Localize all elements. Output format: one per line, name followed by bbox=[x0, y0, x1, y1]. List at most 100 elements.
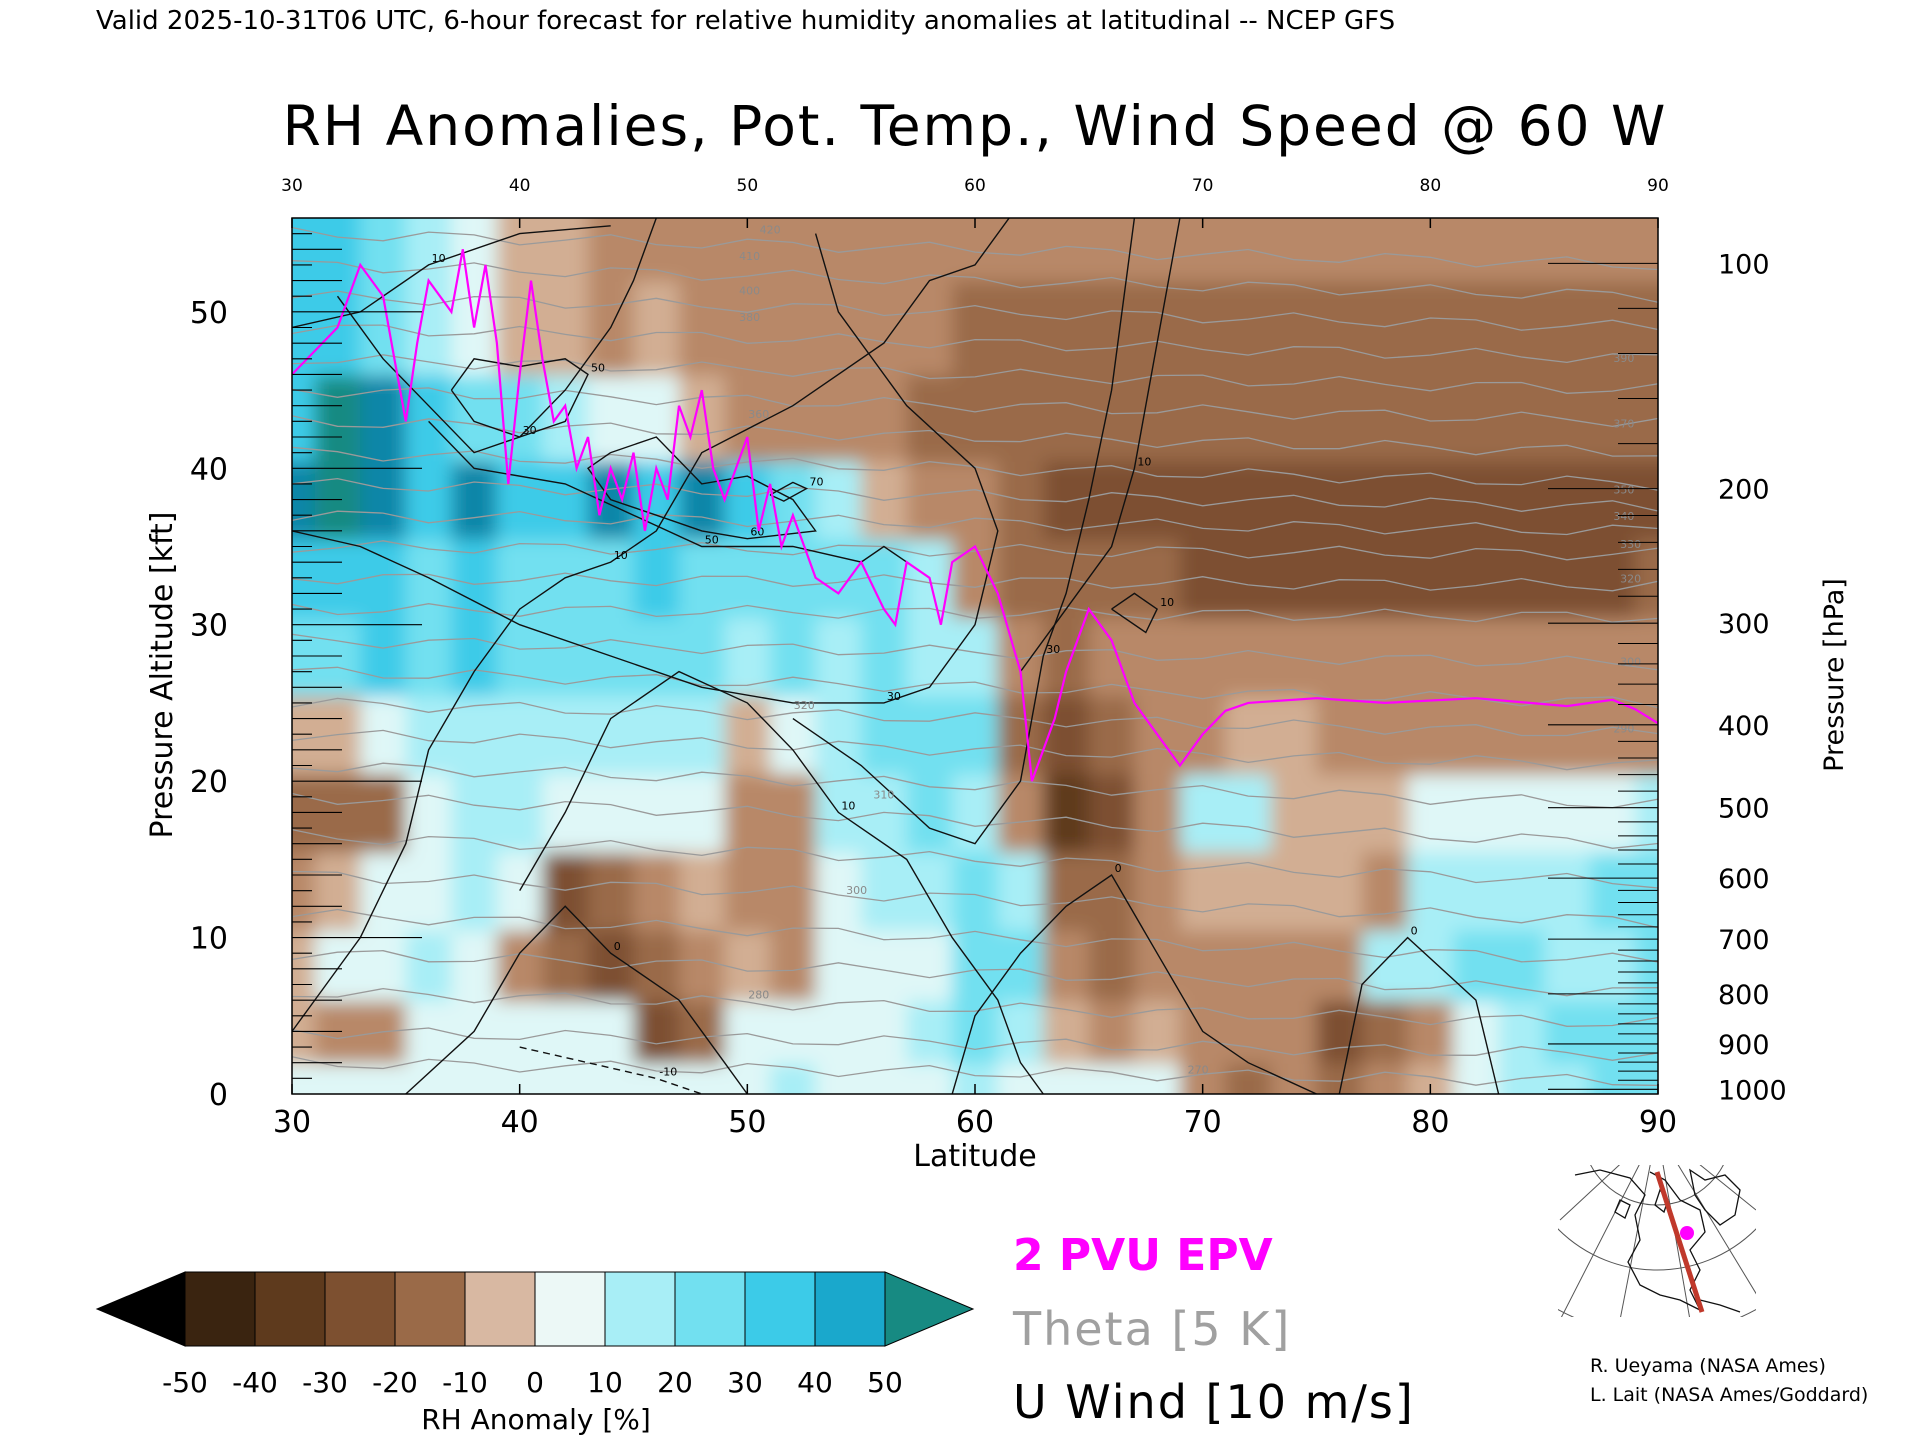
pressure-tick-label: 1000 bbox=[1718, 1075, 1787, 1106]
rh-cell bbox=[1407, 851, 1455, 931]
rh-cell bbox=[1179, 616, 1227, 697]
rh-cell bbox=[1270, 616, 1318, 697]
rh-cell bbox=[587, 374, 635, 462]
rh-cell bbox=[587, 280, 635, 376]
theta-contour-line bbox=[292, 324, 1658, 364]
rh-cell bbox=[1134, 929, 1181, 1002]
colorbar-tick-label: 50 bbox=[867, 1366, 903, 1399]
rh-cell bbox=[997, 280, 1045, 376]
rh-cell bbox=[1407, 280, 1455, 376]
rh-cell bbox=[1453, 929, 1500, 1002]
rh-cell bbox=[1362, 1000, 1409, 1064]
rh-cell bbox=[451, 851, 498, 931]
rh-cell bbox=[1134, 374, 1181, 462]
map-track-line bbox=[1654, 1171, 1705, 1313]
rh-cell bbox=[952, 851, 999, 931]
theta-contour-line bbox=[292, 666, 1658, 709]
rh-cell bbox=[815, 460, 863, 540]
rh-cell bbox=[1635, 374, 1658, 462]
rh-cell bbox=[1088, 1000, 1136, 1064]
rh-cell bbox=[815, 851, 863, 931]
rh-cell bbox=[861, 929, 908, 1002]
rh-cell bbox=[1134, 538, 1181, 618]
colorbar-tick-label: 30 bbox=[727, 1366, 763, 1399]
u-wind-label: 0 bbox=[1411, 925, 1418, 938]
theta-label: 350 bbox=[1613, 483, 1634, 496]
rh-cell bbox=[1635, 1000, 1658, 1064]
theta-contour-line bbox=[292, 987, 1658, 1027]
rh-cell bbox=[542, 929, 589, 1002]
pressure-tick-label: 900 bbox=[1718, 1030, 1770, 1061]
rh-cell bbox=[633, 1000, 681, 1064]
u-wind-label: -10 bbox=[659, 1065, 677, 1078]
rh-cell bbox=[906, 695, 954, 775]
theta-contour-line bbox=[292, 226, 1658, 271]
rh-cell bbox=[1225, 929, 1272, 1002]
theta-contour-line bbox=[292, 870, 1658, 929]
colorbar-under-arrow bbox=[95, 1271, 186, 1347]
theta-label: 390 bbox=[1613, 352, 1634, 365]
rh-cell bbox=[1088, 280, 1136, 376]
rh-cell bbox=[405, 218, 453, 282]
rh-cell bbox=[679, 218, 726, 282]
rh-cell bbox=[952, 773, 999, 853]
rh-cell bbox=[1407, 538, 1455, 618]
theta-contour-line bbox=[292, 908, 1658, 963]
rh-cell bbox=[770, 218, 817, 282]
colorbar-segment bbox=[464, 1271, 536, 1347]
rh-cell bbox=[952, 460, 999, 540]
colorbar-label: RH Anomaly [%] bbox=[421, 1403, 651, 1436]
rh-cell bbox=[1362, 218, 1409, 282]
rh-cell bbox=[1635, 280, 1658, 376]
colorbar-segment bbox=[394, 1271, 466, 1347]
rh-cell bbox=[1225, 374, 1272, 462]
u-wind-label: 10 bbox=[432, 252, 446, 265]
u-wind-label: 0 bbox=[614, 940, 621, 953]
pressure-tick-label: 800 bbox=[1718, 980, 1770, 1011]
rh-cell bbox=[496, 460, 544, 540]
theta-label: 300 bbox=[846, 884, 867, 897]
rh-cell bbox=[314, 851, 362, 931]
rh-cell bbox=[1134, 280, 1181, 376]
rh-cell bbox=[815, 280, 863, 376]
colorbar-over-arrow bbox=[884, 1271, 975, 1347]
theta-contour-line bbox=[292, 603, 1658, 623]
rh-cell bbox=[1270, 280, 1318, 376]
colorbar: -50 -40 -30 -20 -10 0 10 20 30 40 50 bbox=[95, 1271, 975, 1399]
rh-cell bbox=[1635, 695, 1658, 775]
rh-cell bbox=[451, 695, 498, 775]
x-axis-label: Latitude bbox=[913, 1139, 1036, 1174]
rh-cell bbox=[587, 851, 635, 931]
rh-cell bbox=[861, 280, 908, 376]
rh-cell bbox=[451, 1062, 498, 1094]
u-wind-contour-line bbox=[292, 225, 611, 329]
rh-cell bbox=[1270, 374, 1318, 462]
y2-axis-label: Pressure [hPa] bbox=[1819, 578, 1850, 772]
rh-cell bbox=[1635, 616, 1658, 697]
rh-cell bbox=[1270, 695, 1318, 775]
rh-cell bbox=[1635, 218, 1658, 282]
rh-cell bbox=[815, 616, 863, 697]
rh-cell bbox=[1362, 538, 1409, 618]
theta-label: 310 bbox=[873, 788, 894, 801]
rh-cell bbox=[1225, 538, 1272, 618]
colorbar-tick-label: -30 bbox=[302, 1366, 348, 1399]
rh-cell bbox=[1088, 460, 1136, 540]
theta-contour-line bbox=[292, 477, 1658, 512]
u-wind-contour-line bbox=[292, 218, 1011, 1032]
colorbar-segment bbox=[814, 1271, 886, 1347]
rh-cell bbox=[1043, 280, 1090, 376]
rh-cell bbox=[1589, 851, 1637, 931]
rh-cell bbox=[1316, 773, 1364, 853]
x-top-tick-label: 60 bbox=[964, 176, 986, 196]
y-tick-label: 30 bbox=[190, 609, 228, 644]
rh-cell bbox=[770, 1000, 817, 1064]
rh-cell bbox=[861, 695, 908, 775]
rh-cell bbox=[1225, 1000, 1272, 1064]
rh-cell bbox=[1088, 929, 1136, 1002]
north-america-polar-map-icon bbox=[1558, 1165, 1756, 1317]
theta-contour-line bbox=[292, 415, 1658, 457]
rh-cell bbox=[1179, 218, 1227, 282]
rh-cell bbox=[1453, 538, 1500, 618]
rh-cell bbox=[1407, 695, 1455, 775]
